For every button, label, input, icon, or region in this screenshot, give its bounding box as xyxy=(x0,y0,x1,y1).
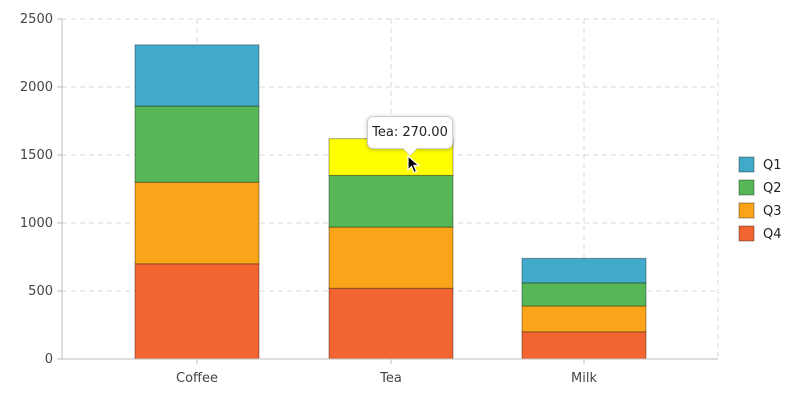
y-tick-label: 1500 xyxy=(20,148,53,163)
bar-tea-q4 xyxy=(328,287,454,360)
legend: Q1 Q2 Q3 Q4 xyxy=(738,156,782,242)
bar-milk-q4 xyxy=(521,331,647,360)
legend-swatch-q1 xyxy=(738,156,755,173)
y-tick-label: 1000 xyxy=(20,216,53,231)
bar-milk-q2 xyxy=(521,282,647,307)
bar-coffee-q3 xyxy=(134,181,260,265)
legend-label-q3: Q3 xyxy=(763,204,782,219)
mouse-pointer-icon xyxy=(407,155,421,174)
bar-milk-q1 xyxy=(521,257,647,284)
tooltip-arrow xyxy=(403,148,417,155)
bars xyxy=(134,44,647,360)
x-tick-label: Coffee xyxy=(176,371,218,386)
y-tick-label: 2500 xyxy=(20,12,53,27)
bar-tea-q3 xyxy=(328,226,454,289)
bar-tea-q2 xyxy=(328,174,454,228)
bar-coffee-q4 xyxy=(134,263,260,360)
legend-swatch-q3 xyxy=(738,202,755,219)
legend-label-q1: Q1 xyxy=(763,158,782,173)
x-tick-label: Milk xyxy=(571,371,597,386)
y-tick-label: 0 xyxy=(45,352,53,367)
legend-swatch-q2 xyxy=(738,179,755,196)
legend-label-q2: Q2 xyxy=(763,181,782,196)
bar-milk-q3 xyxy=(521,305,647,333)
bar-coffee-q1 xyxy=(134,44,260,107)
legend-label-q4: Q4 xyxy=(763,227,782,242)
legend-swatch-q4 xyxy=(738,225,755,242)
y-tick-label: 2000 xyxy=(20,80,53,95)
axes: 0 500 1000 1500 2000 2500 Coffee Tea Milk xyxy=(20,12,718,386)
tooltip: Tea: 270.00 xyxy=(367,116,453,149)
bar-coffee-q2 xyxy=(134,105,260,183)
y-tick-label: 500 xyxy=(28,284,53,299)
tooltip-text: Tea: 270.00 xyxy=(372,125,448,140)
x-tick-label: Tea xyxy=(379,371,402,386)
